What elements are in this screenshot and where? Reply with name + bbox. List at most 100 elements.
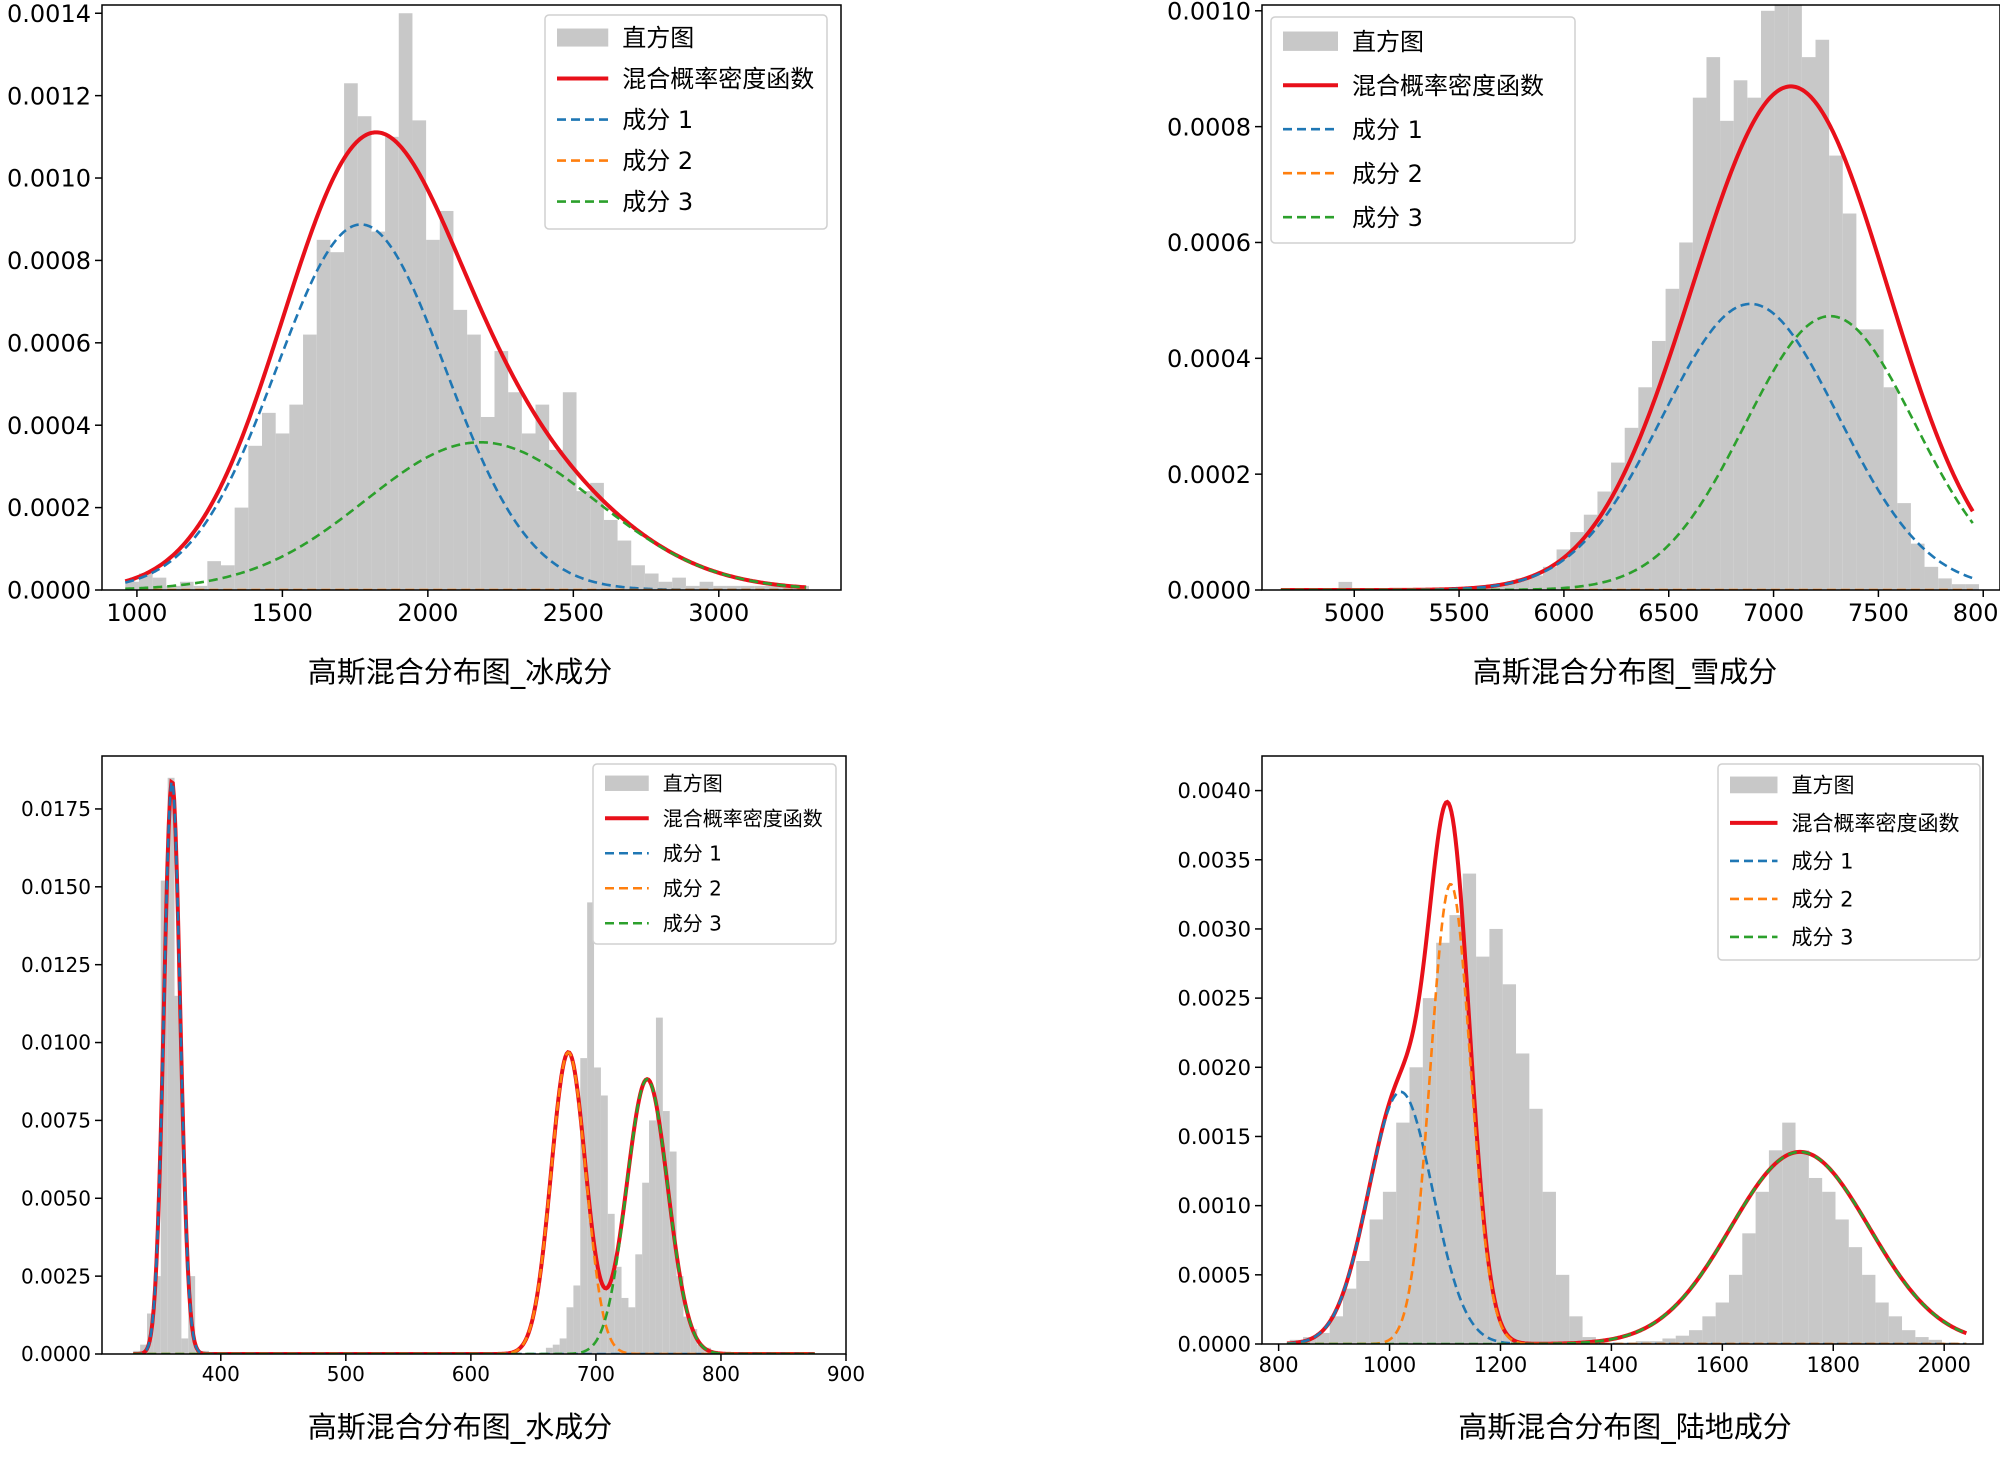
- histogram-bar: [1488, 585, 1503, 590]
- x-tick-label: 5000: [1324, 599, 1385, 627]
- component-3-curve: [1286, 1150, 1967, 1344]
- histogram-bar: [1822, 1191, 1836, 1344]
- y-tick-label: 0.0008: [7, 247, 91, 275]
- histogram-bar: [669, 1151, 677, 1354]
- y-tick-label: 0.0025: [1178, 987, 1251, 1011]
- histogram-bar: [1542, 566, 1557, 590]
- histogram-bar: [754, 585, 768, 590]
- x-tick-label: 1200: [1474, 1353, 1527, 1377]
- y-tick-label: 0.0030: [1178, 918, 1251, 942]
- y-tick-label: 0.0006: [7, 329, 91, 357]
- histogram-bar: [1742, 1233, 1756, 1344]
- histogram-bar: [699, 581, 714, 590]
- histogram-bar: [193, 585, 208, 590]
- component-3-curve: [1280, 314, 1974, 590]
- histogram-bar: [1808, 1177, 1823, 1344]
- histogram-bar: [631, 565, 645, 590]
- legend-label: 成分 3: [622, 188, 693, 216]
- x-tick-label: 7500: [1848, 599, 1909, 627]
- y-tick-label: 0.0100: [21, 1031, 91, 1055]
- x-tick-label: 3000: [688, 599, 749, 627]
- histogram-bar: [562, 392, 577, 590]
- y-tick-label: 0.0000: [1167, 577, 1251, 605]
- y-tick-label: 0.0004: [7, 412, 91, 440]
- histogram-bar: [587, 902, 595, 1354]
- histogram-bar: [1782, 1122, 1796, 1344]
- histogram-bar: [644, 573, 659, 590]
- legend-label: 成分 1: [1352, 116, 1423, 144]
- histogram-bar: [1728, 1274, 1743, 1344]
- y-tick-label: 0.0006: [1167, 229, 1251, 257]
- y-tick-label: 0.0000: [21, 1342, 91, 1366]
- histogram-bar: [248, 445, 263, 590]
- histogram-bar: [160, 880, 168, 1354]
- histogram-bar: [1516, 1053, 1530, 1344]
- histogram-bar: [1897, 503, 1911, 590]
- legend-label: 成分 3: [1792, 925, 1854, 949]
- y-tick-label: 0.0012: [7, 82, 91, 110]
- histogram-bar: [234, 507, 249, 590]
- histogram-bar: [508, 392, 522, 590]
- histogram-bar: [179, 581, 194, 590]
- x-tick-label: 1000: [1363, 1353, 1416, 1377]
- legend-box: [1717, 763, 1981, 961]
- x-tick-label: 1400: [1585, 1353, 1638, 1377]
- y-tick-label: 0.0150: [21, 875, 91, 899]
- histogram-bar: [590, 482, 604, 590]
- histogram-bar: [1928, 1339, 1942, 1344]
- legend-label: 成分 3: [1352, 204, 1423, 232]
- histogram-bar: [1768, 1150, 1783, 1344]
- histogram-bar: [576, 491, 591, 590]
- x-tick-label: 800: [1259, 1353, 1299, 1377]
- histogram-bar: [1842, 213, 1857, 590]
- histogram-bar: [726, 585, 741, 590]
- component-2-curve: [133, 1050, 815, 1354]
- histogram-bar: [1815, 39, 1830, 590]
- histogram-bar: [1436, 942, 1450, 1344]
- histogram-bar: [371, 231, 386, 590]
- histogram-bar: [140, 1344, 148, 1354]
- histogram: [1289, 873, 1956, 1344]
- histogram-bar: [275, 433, 290, 590]
- x-tick-label: 1500: [252, 599, 313, 627]
- histogram-bar: [658, 581, 673, 590]
- y-tick-label: 0.0010: [1167, 0, 1251, 25]
- histogram-bar: [1883, 387, 1898, 590]
- histogram-bar: [1635, 1341, 1650, 1344]
- histogram-bar: [1915, 1337, 1929, 1344]
- histogram-bar: [1829, 155, 1843, 590]
- y-tick-label: 0.0002: [1167, 461, 1251, 489]
- histogram-bar: [649, 1120, 656, 1354]
- histogram-bar: [1747, 97, 1761, 590]
- legend-box: [1270, 16, 1576, 244]
- y-tick-label: 0.0040: [1178, 779, 1251, 803]
- chart-ice: 1000 1500 2000 2500 3000 0.0000 0.0002 0.0004 0.…: [7, 0, 842, 689]
- histogram-bar: [1848, 1247, 1863, 1344]
- histogram-bar: [1692, 97, 1707, 590]
- axes-frame: [1261, 4, 2000, 591]
- legend-label: 成分 1: [1792, 849, 1854, 873]
- legend-label: 成分 2: [663, 876, 722, 900]
- histogram-bar: [1342, 1288, 1357, 1344]
- histogram-bar: [1910, 543, 1925, 590]
- histogram-bar: [1489, 928, 1503, 1344]
- histogram-bar: [316, 239, 331, 590]
- legend-label: 混合概率密度函数: [1352, 72, 1544, 100]
- histogram-bar: [594, 1067, 601, 1354]
- legend-label: 成分 1: [622, 106, 693, 134]
- histogram-bar: [181, 1338, 189, 1354]
- legend-label: 混合概率密度函数: [1792, 811, 1960, 835]
- legend-label: 直方图: [622, 24, 694, 52]
- histogram-bar: [1329, 1316, 1343, 1344]
- chart-caption: 高斯混合分布图_雪成分: [1473, 655, 1778, 689]
- histogram-bar: [1862, 1274, 1876, 1344]
- chart-caption: 高斯混合分布图_陆地成分: [1458, 1410, 1792, 1444]
- legend-label: 成分 2: [1792, 887, 1854, 911]
- x-tick-label: 2000: [1917, 1353, 1970, 1377]
- histogram-bar: [685, 585, 700, 590]
- histogram-bar: [690, 1329, 698, 1354]
